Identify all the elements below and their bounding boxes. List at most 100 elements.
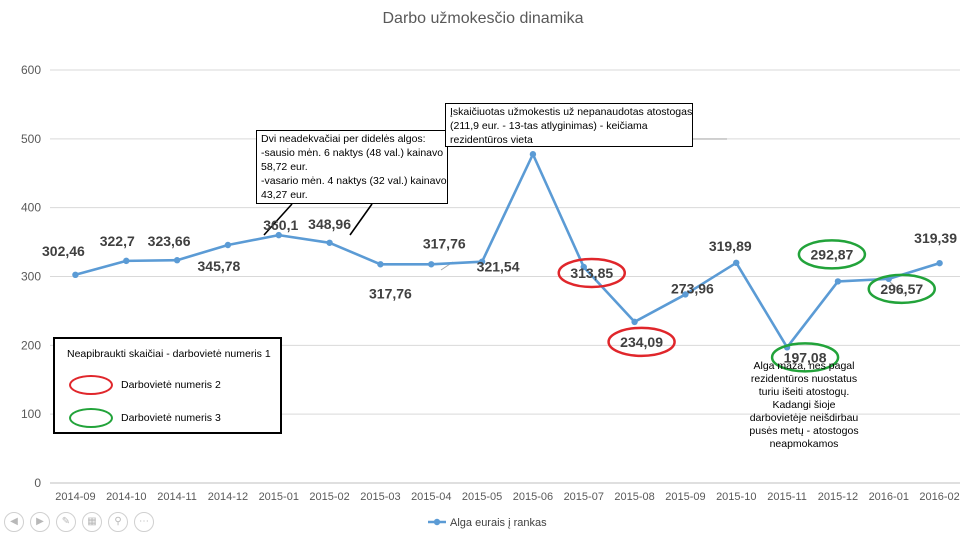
zoom-icon[interactable]: ⚲ [108,512,128,532]
y-tick-label: 0 [34,476,41,490]
workplace-legend-item-2: Darbovietė numeris 2 [69,375,221,395]
data-point [377,261,384,268]
x-tick-label: 2015-05 [462,491,502,503]
y-tick-label: 200 [21,338,41,352]
annotation-line: rezidentūros nuostatus [750,373,858,385]
data-point [224,241,232,249]
previous-slide-icon[interactable]: ◀ [4,512,24,532]
data-point [72,271,79,279]
x-tick-label: 2015-08 [614,491,654,503]
annotation-line: Alga maža, nes pagal [753,360,855,372]
annotation-line: Dvi neadekvačiai per didelės algos: [261,133,426,145]
highlight-oval [557,257,626,289]
annotation-line: darbovietėje neišdirbau [749,412,859,424]
data-label: 317,76 [423,235,466,251]
y-tick-label: 600 [21,63,41,77]
data-point [478,258,486,265]
more-options-icon[interactable]: ⋯ [134,512,154,532]
data-point [275,231,282,239]
data-point [529,151,537,158]
highlight-oval [607,326,676,358]
annotation-line: 58,72 eur. [261,161,308,173]
data-point [580,263,587,271]
data-label: 317,76 [369,285,412,301]
annotation-line: Kadangi šioje [772,399,836,411]
series-line [75,152,940,349]
chart-title: Darbo užmokesčio dinamika [383,10,584,27]
data-label: 296,57 [880,281,923,297]
data-point [326,239,333,246]
next-slide-icon[interactable]: ▶ [30,512,50,532]
data-label: 319,89 [709,238,752,254]
data-point [428,261,435,268]
highlight-oval [770,342,840,373]
x-tick-label: 2015-01 [259,491,299,503]
data-label: 313,85 [570,265,613,281]
x-tick-label: 2014-12 [208,491,248,503]
data-point [173,257,181,264]
workplace-legend-header: Neapibraukti skaičiai - darbovietė numer… [67,348,271,360]
data-point [834,278,842,285]
annotation-line: -sausio mėn. 6 naktys (48 val.) kainavo [261,147,444,159]
chart-legend: Alga eurais į rankas [428,517,547,529]
data-label: 348,96 [308,216,351,232]
annotation-line: -vasario mėn. 4 naktys (32 val.) kainavo [261,175,447,187]
annotation-line: Įskaičiuotas užmokestis už nepanaudotas … [450,106,693,118]
data-point [123,257,130,265]
annotation-line: turiu išeiti atostogų. [758,386,850,398]
highlight-oval [867,273,936,305]
annotation-line: (211,9 eur. - 13-tas atlyginimas) - keič… [450,120,648,132]
data-label: 323,66 [148,233,191,249]
data-label: 319,39 [914,230,957,246]
data-point [936,259,943,267]
data-label: 234,09 [620,334,663,350]
x-tick-label: 2015-06 [513,491,553,503]
data-label: 302,46 [42,243,85,259]
data-point [631,318,638,326]
x-tick-label: 2014-10 [106,491,146,503]
y-tick-label: 100 [21,407,41,421]
y-tick-label: 500 [21,132,41,146]
annotation-line: pusės metų - atostogos [749,425,859,437]
annotation-vacation-pay: Įskaičiuotas užmokestis už nepanaudotas … [445,103,693,147]
annotation-line: neapmokamos [769,438,839,450]
x-tick-label: 2015-11 [767,491,807,503]
legend-label: Alga eurais į rankas [450,517,547,529]
pen-icon[interactable]: ✎ [56,512,76,532]
x-tick-label: 2015-07 [564,491,604,503]
data-label: 360,1 [263,217,298,233]
annotation-night-shifts: Dvi neadekvačiai per didelės algos: -sau… [256,130,448,204]
annotation-low-salary: Alga maža, nes pagal rezidentūros nuosta… [742,360,866,451]
data-label: 321,54 [477,259,520,275]
data-label: 322,7 [100,233,135,249]
x-tick-label: 2015-12 [818,491,858,503]
green-oval-icon [69,408,113,428]
y-tick-label: 300 [21,270,41,284]
data-label: 345,78 [198,258,241,274]
workplace-legend-item-3: Darbovietė numeris 3 [69,408,221,428]
annotation-pointer-line [263,203,293,236]
y-tick-label: 400 [21,201,41,215]
x-tick-label: 2015-10 [716,491,756,503]
annotation-line: 43,27 eur. [261,189,308,201]
slideshow-toolbar: ◀ ▶ ✎ ▦ ⚲ ⋯ [4,512,154,532]
label-leader-line [889,281,905,295]
annotation-pointer-line [349,203,373,236]
workplace-legend-label: Darbovietė numeris 2 [121,379,221,391]
data-label: 273,96 [671,280,714,296]
highlight-oval [797,239,867,270]
x-tick-label: 2015-04 [411,491,451,503]
data-point [682,291,689,298]
slides-overview-icon[interactable]: ▦ [82,512,102,532]
x-tick-label: 2016-01 [869,491,909,503]
workplace-legend-box: Neapibraukti skaičiai - darbovietė numer… [53,337,282,434]
data-label: 197,08 [784,349,827,365]
x-tick-label: 2014-09 [55,491,95,503]
x-tick-label: 2015-03 [360,491,400,503]
annotation-line: rezidentūros vieta [450,134,533,146]
data-point [733,259,740,267]
x-tick-label: 2016-02 [919,491,959,503]
x-tick-label: 2015-09 [665,491,705,503]
red-oval-icon [69,375,113,395]
